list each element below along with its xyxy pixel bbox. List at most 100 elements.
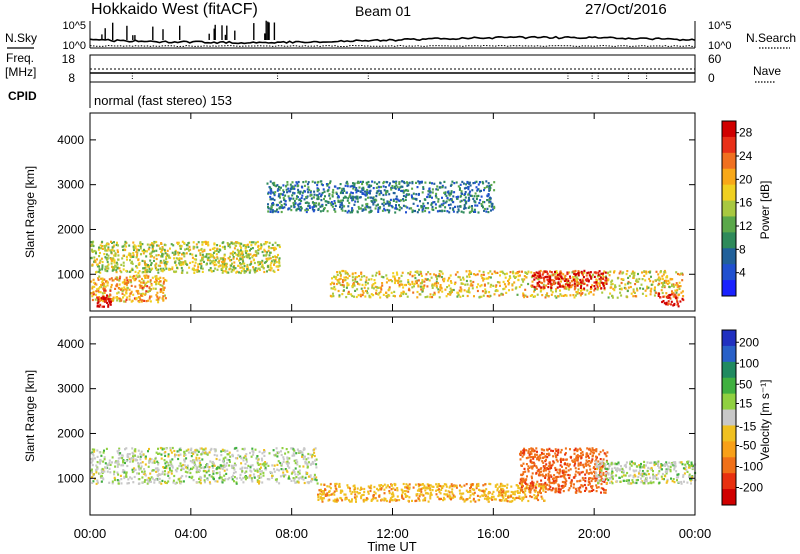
echo-cell	[213, 250, 216, 253]
echo-cell	[671, 283, 673, 286]
echo-cell	[544, 475, 547, 478]
echo-cell	[404, 189, 407, 192]
echo-cell	[305, 210, 308, 214]
echo-cell	[437, 288, 440, 291]
echo-cell	[221, 241, 224, 245]
echo-cell	[354, 188, 357, 191]
echo-cell	[183, 450, 186, 453]
echo-cell	[354, 493, 357, 496]
echo-cell	[341, 499, 344, 502]
echo-cell	[574, 474, 577, 477]
echo-cell	[487, 492, 490, 495]
echo-cell	[208, 253, 211, 256]
echo-cell	[369, 206, 372, 209]
echo-cell	[665, 281, 668, 284]
echo-cell	[424, 486, 427, 489]
echo-cell	[174, 482, 177, 485]
echo-cell	[458, 276, 461, 279]
echo-cell	[641, 271, 643, 274]
echo-cell	[424, 277, 427, 281]
echo-cell	[439, 289, 442, 292]
echo-cell	[530, 495, 533, 499]
echo-cell	[625, 273, 628, 276]
echo-cell	[100, 284, 103, 287]
echo-cell	[563, 287, 566, 290]
echo-cell	[219, 264, 222, 267]
nsky-label: N.Sky	[5, 31, 37, 45]
echo-cell	[347, 209, 350, 212]
echo-cell	[666, 276, 669, 279]
echo-cell	[155, 262, 158, 265]
echo-cell	[111, 299, 114, 302]
echo-cell	[314, 447, 317, 450]
echo-cell	[496, 483, 499, 486]
echo-cell	[161, 470, 164, 473]
echo-cell	[377, 489, 380, 492]
echo-cell	[297, 481, 300, 484]
echo-cell	[162, 253, 165, 256]
echo-cell	[187, 247, 189, 250]
echo-cell	[211, 466, 214, 469]
echo-cell	[655, 270, 658, 273]
echo-cell	[161, 270, 164, 273]
echo-cell	[236, 457, 239, 460]
echo-cell	[283, 206, 286, 209]
echo-cell	[147, 476, 150, 480]
echo-cell	[522, 292, 525, 295]
echo-cell	[544, 276, 547, 279]
echo-cell	[256, 479, 259, 482]
echo-cell	[572, 275, 575, 279]
echo-cell	[240, 468, 243, 471]
echo-cell	[411, 280, 414, 283]
echo-cell	[332, 202, 334, 205]
colorbar-frame	[721, 120, 737, 297]
echo-cell	[203, 475, 206, 479]
echo-cell	[273, 454, 276, 457]
echo-cell	[136, 472, 139, 475]
echo-cell	[265, 254, 267, 257]
echo-cell	[155, 283, 158, 286]
echo-cell	[127, 478, 130, 481]
echo-cell	[681, 273, 684, 276]
echo-cell	[449, 207, 452, 210]
echo-cell	[241, 256, 244, 259]
echo-cell	[103, 253, 106, 256]
echo-cell	[367, 490, 370, 493]
echo-cell	[212, 262, 215, 265]
echo-cell	[496, 289, 499, 292]
echo-cell	[346, 277, 349, 280]
echo-cell	[522, 497, 525, 501]
echo-cell	[253, 468, 255, 471]
echo-cell	[270, 198, 273, 201]
echo-cell	[165, 447, 168, 450]
echo-cell	[444, 186, 447, 189]
echo-cell	[451, 488, 454, 491]
echo-cell	[429, 190, 432, 193]
echo-cell	[307, 204, 310, 208]
echo-cell	[502, 288, 505, 291]
echo-cell	[590, 291, 592, 294]
echo-cell	[416, 290, 419, 294]
echo-cell	[190, 447, 193, 450]
echo-cell	[672, 285, 675, 288]
echo-cell	[372, 283, 375, 286]
echo-cell	[301, 191, 304, 194]
echo-cell	[535, 497, 538, 500]
echo-cell	[356, 280, 359, 284]
echo-cell	[452, 494, 455, 497]
echo-cell	[662, 295, 665, 298]
echo-cell	[297, 477, 300, 480]
echo-cell	[106, 270, 109, 273]
echo-cell	[272, 259, 275, 262]
echo-cell	[154, 264, 157, 267]
echo-cell	[678, 287, 681, 290]
echo-cell	[313, 193, 316, 196]
echo-cell	[678, 285, 681, 288]
echo-cell	[394, 295, 396, 298]
echo-cell	[455, 484, 458, 487]
echo-cell	[624, 287, 627, 290]
echo-cell	[161, 254, 164, 257]
echo-cell	[595, 448, 598, 451]
echo-cell	[177, 242, 179, 246]
echo-cell	[180, 257, 183, 260]
